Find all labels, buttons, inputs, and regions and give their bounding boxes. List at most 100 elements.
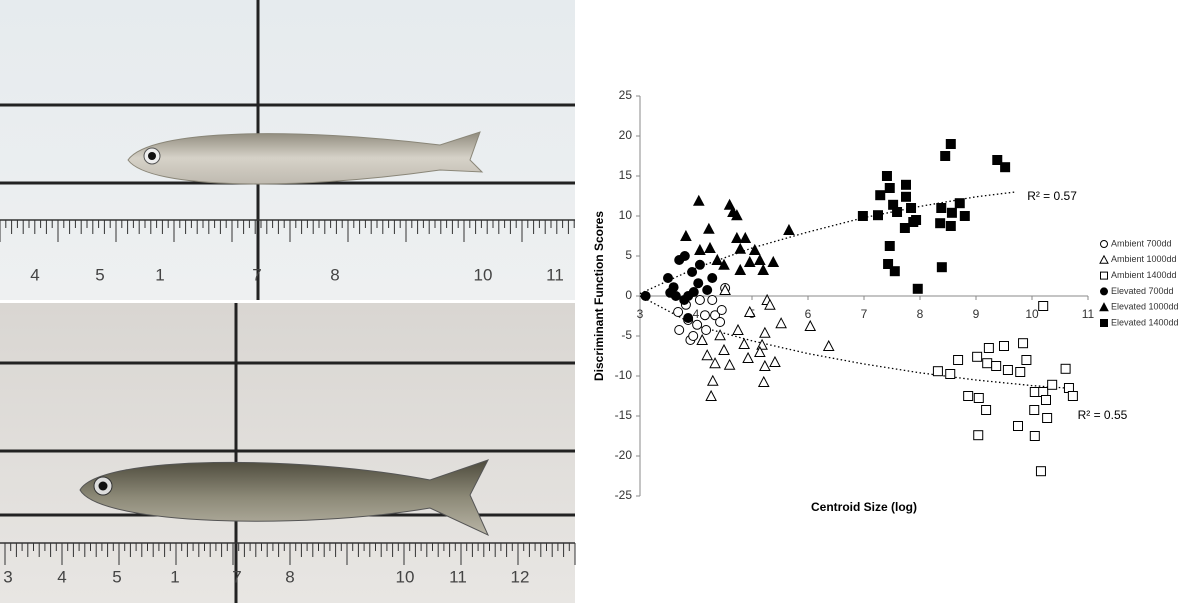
point — [757, 263, 770, 275]
legend-label: Ambient 1400dd — [1111, 270, 1177, 280]
y-tick-label: 0 — [625, 288, 632, 302]
x-axis-title: Centroid Size (log) — [811, 500, 917, 514]
point — [954, 198, 965, 209]
point — [754, 253, 766, 265]
point — [731, 231, 743, 243]
point — [953, 355, 964, 365]
legend-marker — [1100, 287, 1108, 296]
point — [1021, 355, 1032, 365]
point — [674, 325, 685, 335]
point — [945, 221, 956, 231]
point — [767, 255, 780, 267]
point — [756, 338, 768, 350]
point — [983, 343, 994, 353]
ruler-label: 7 — [232, 567, 241, 586]
y-axis-title: Discriminant Function Scores — [592, 211, 606, 381]
point — [701, 349, 714, 361]
point — [775, 317, 787, 329]
point — [723, 198, 736, 210]
point — [679, 251, 690, 261]
point — [707, 295, 718, 305]
point — [1018, 338, 1029, 349]
legend-marker — [1100, 319, 1108, 327]
point — [1035, 466, 1046, 477]
point — [727, 205, 739, 217]
legend-label: Ambient 1000dd — [1111, 254, 1177, 264]
point — [935, 218, 946, 229]
legend-label: Elevated 1400dd — [1111, 317, 1179, 327]
point — [716, 305, 727, 315]
point — [694, 259, 705, 270]
point — [683, 313, 694, 323]
y-tick-label: -25 — [615, 488, 633, 502]
ruler-label: 10 — [474, 265, 493, 284]
point — [911, 215, 922, 225]
y-tick-label: -10 — [615, 368, 633, 382]
point — [963, 391, 974, 401]
ruler-label: 1 — [155, 265, 164, 284]
point — [901, 191, 911, 202]
point — [754, 345, 766, 357]
point — [706, 374, 719, 386]
point — [1038, 301, 1049, 311]
legend-marker — [1099, 302, 1109, 312]
point — [701, 325, 712, 335]
point — [884, 183, 895, 193]
trendline — [639, 191, 1016, 295]
point — [688, 287, 699, 297]
ruler-ticks — [0, 220, 575, 242]
point — [945, 369, 956, 379]
point — [738, 337, 750, 349]
point — [932, 366, 943, 377]
legend-label: Ambient 700dd — [1111, 238, 1172, 248]
legend-label: Elevated 1000dd — [1111, 302, 1179, 312]
point — [1029, 431, 1040, 441]
legend-label: Elevated 700dd — [1111, 286, 1174, 296]
point — [703, 222, 715, 234]
point — [884, 241, 895, 251]
point — [973, 393, 984, 403]
point — [688, 331, 699, 341]
point — [992, 155, 1003, 165]
point — [692, 319, 703, 330]
ruler-label: 1 — [170, 567, 179, 586]
x-tick-label: 4 — [693, 307, 700, 321]
point — [822, 339, 835, 351]
point — [912, 283, 923, 294]
point — [693, 278, 704, 289]
point — [734, 242, 747, 254]
point — [764, 298, 776, 310]
y-tick-label: 25 — [619, 88, 633, 102]
ruler-label: 8 — [330, 265, 339, 284]
point — [1047, 379, 1058, 390]
point — [1015, 367, 1026, 377]
point — [714, 329, 726, 341]
point — [759, 326, 771, 338]
point — [743, 305, 756, 317]
point — [981, 405, 992, 415]
point — [1042, 413, 1053, 423]
point — [715, 317, 726, 327]
point — [640, 291, 651, 301]
photo-bottom — [0, 303, 576, 603]
ruler-label: 5 — [95, 265, 104, 284]
ruler-label: 4 — [57, 567, 66, 586]
y-tick-label: -5 — [621, 328, 632, 342]
point — [710, 310, 721, 321]
x-tick-label: 8 — [917, 307, 924, 321]
y-tick-label: -15 — [615, 408, 633, 422]
photo-top — [0, 0, 575, 300]
point — [709, 357, 721, 369]
y-tick-label: 5 — [625, 248, 632, 262]
point — [743, 255, 756, 267]
point — [883, 259, 894, 269]
point — [1002, 365, 1013, 375]
point — [1029, 405, 1040, 415]
point — [694, 243, 706, 255]
point — [679, 295, 690, 305]
point — [936, 203, 947, 213]
point — [945, 139, 956, 149]
point — [711, 253, 724, 265]
ruler-ticks — [4, 543, 576, 565]
